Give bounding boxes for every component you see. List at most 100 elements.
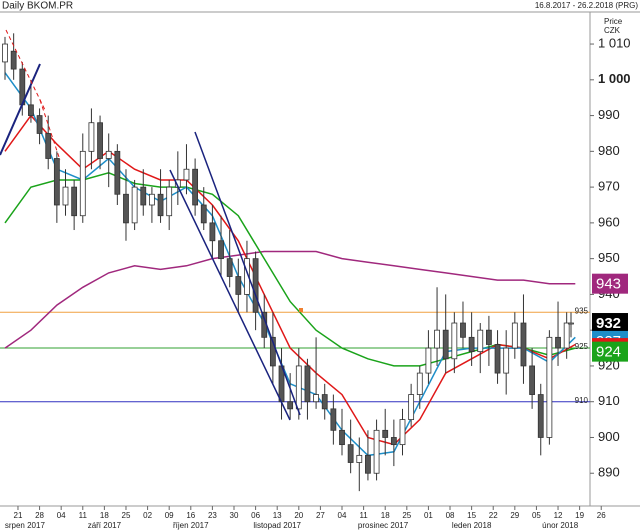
candle-body xyxy=(157,193,164,217)
candle-body xyxy=(330,408,337,431)
x-tick-label: 25 xyxy=(402,511,411,520)
candle-body xyxy=(365,454,371,474)
candle-body xyxy=(382,429,389,438)
x-tick-label: 04 xyxy=(57,511,66,520)
candle-body xyxy=(105,150,112,159)
candle-body xyxy=(503,347,510,374)
candle-body xyxy=(520,322,527,367)
candle-body xyxy=(71,186,78,217)
candle-body xyxy=(10,50,17,70)
x-tick-label: 30 xyxy=(230,511,239,520)
x-tick-label: 05 xyxy=(532,511,541,520)
plot: 935 925 910 xyxy=(0,33,590,492)
candle-body xyxy=(53,158,60,206)
candle-body xyxy=(304,365,311,403)
x-tick-label: 20 xyxy=(294,511,303,520)
candle-body xyxy=(494,344,501,374)
x-tick-label: 26 xyxy=(597,511,606,520)
level-label: 925 xyxy=(575,342,589,351)
candle-body xyxy=(486,329,492,345)
x-tick-label: 01 xyxy=(424,511,433,520)
x-tick-label: 04 xyxy=(338,511,347,520)
unit: CZK xyxy=(604,26,621,35)
month-label: prosinec 2017 xyxy=(358,521,409,530)
x-tick-label: 15 xyxy=(467,511,476,520)
value-box-label: 924 xyxy=(596,344,621,361)
x-tick-label: 21 xyxy=(14,511,23,520)
x-tick-label: 06 xyxy=(251,511,260,520)
month-label: leden 2018 xyxy=(452,521,492,530)
candle-body xyxy=(209,222,216,242)
candle-body xyxy=(45,133,52,159)
x-tick-label: 25 xyxy=(122,511,131,520)
y-tick-label: 910 xyxy=(598,393,620,408)
chart-title: Daily BKOM.PR xyxy=(2,1,73,12)
candle-body xyxy=(408,394,415,420)
x-tick-label: 16 xyxy=(186,511,195,520)
candle-body xyxy=(399,419,406,446)
candle-body xyxy=(28,104,34,116)
x-tick-label: 02 xyxy=(143,511,152,520)
trend-line xyxy=(194,131,301,416)
candle-body xyxy=(62,186,69,206)
x-tick-label: 19 xyxy=(575,511,584,520)
candle-body xyxy=(88,122,95,152)
candle-body xyxy=(2,43,8,63)
candle-body xyxy=(226,258,233,277)
month-label: říjen 2017 xyxy=(173,521,209,530)
candle-body xyxy=(555,336,561,349)
candle-body xyxy=(347,444,354,463)
y-tick-label: 890 xyxy=(598,465,620,480)
candle-body xyxy=(339,429,345,446)
candle-body xyxy=(79,150,86,217)
month-label: září 2017 xyxy=(88,521,122,530)
y-tick-label: 900 xyxy=(598,429,620,444)
x-tick-label: 11 xyxy=(359,511,368,520)
candle-body xyxy=(425,347,432,374)
level-marker xyxy=(299,308,303,312)
candle-body xyxy=(287,401,294,410)
y-tick-label: 1 000 xyxy=(598,71,631,86)
y-label: Price xyxy=(604,17,623,26)
trend-line xyxy=(169,169,291,421)
candle-body xyxy=(511,322,518,349)
candle-body xyxy=(568,322,574,325)
candle-body xyxy=(451,322,458,360)
candle-body xyxy=(123,193,129,224)
value-box-label: 932 xyxy=(596,315,621,332)
month-label: listopad 2017 xyxy=(253,521,301,530)
x-tick-label: 22 xyxy=(489,511,498,520)
candle-body xyxy=(390,437,397,446)
x-tick-label: 29 xyxy=(510,511,519,520)
level-label: 935 xyxy=(575,306,589,315)
candle-body xyxy=(183,168,190,181)
month-label: únor 2018 xyxy=(542,521,579,530)
trend-line xyxy=(0,63,41,156)
candle-body xyxy=(460,322,466,338)
x-tick-label: 18 xyxy=(100,511,109,520)
y-tick-label: 990 xyxy=(598,107,620,122)
date-range: 16.8.2017 - 26.2.2018 (PRG) xyxy=(535,1,639,10)
candle-body xyxy=(442,329,449,360)
candle-body xyxy=(529,365,536,395)
candle-body xyxy=(563,322,570,349)
candle-body xyxy=(36,115,43,134)
candle-body xyxy=(546,336,553,438)
value-box xyxy=(592,341,628,362)
candle-body xyxy=(97,122,103,159)
candle-body xyxy=(114,150,121,195)
x-tick-label: 08 xyxy=(446,511,455,520)
candle-body xyxy=(321,394,328,410)
candle-body xyxy=(416,372,423,395)
candle-body xyxy=(356,454,363,463)
value-box xyxy=(592,313,628,334)
x-tick-label: 12 xyxy=(554,511,563,520)
x-tick-label: 27 xyxy=(316,511,325,520)
candle-body xyxy=(218,240,224,260)
y-tick-label: 1 010 xyxy=(598,35,631,50)
candle-body xyxy=(149,193,155,206)
candle-body xyxy=(166,186,173,217)
candle-body xyxy=(252,258,259,313)
candle-body xyxy=(200,204,207,224)
